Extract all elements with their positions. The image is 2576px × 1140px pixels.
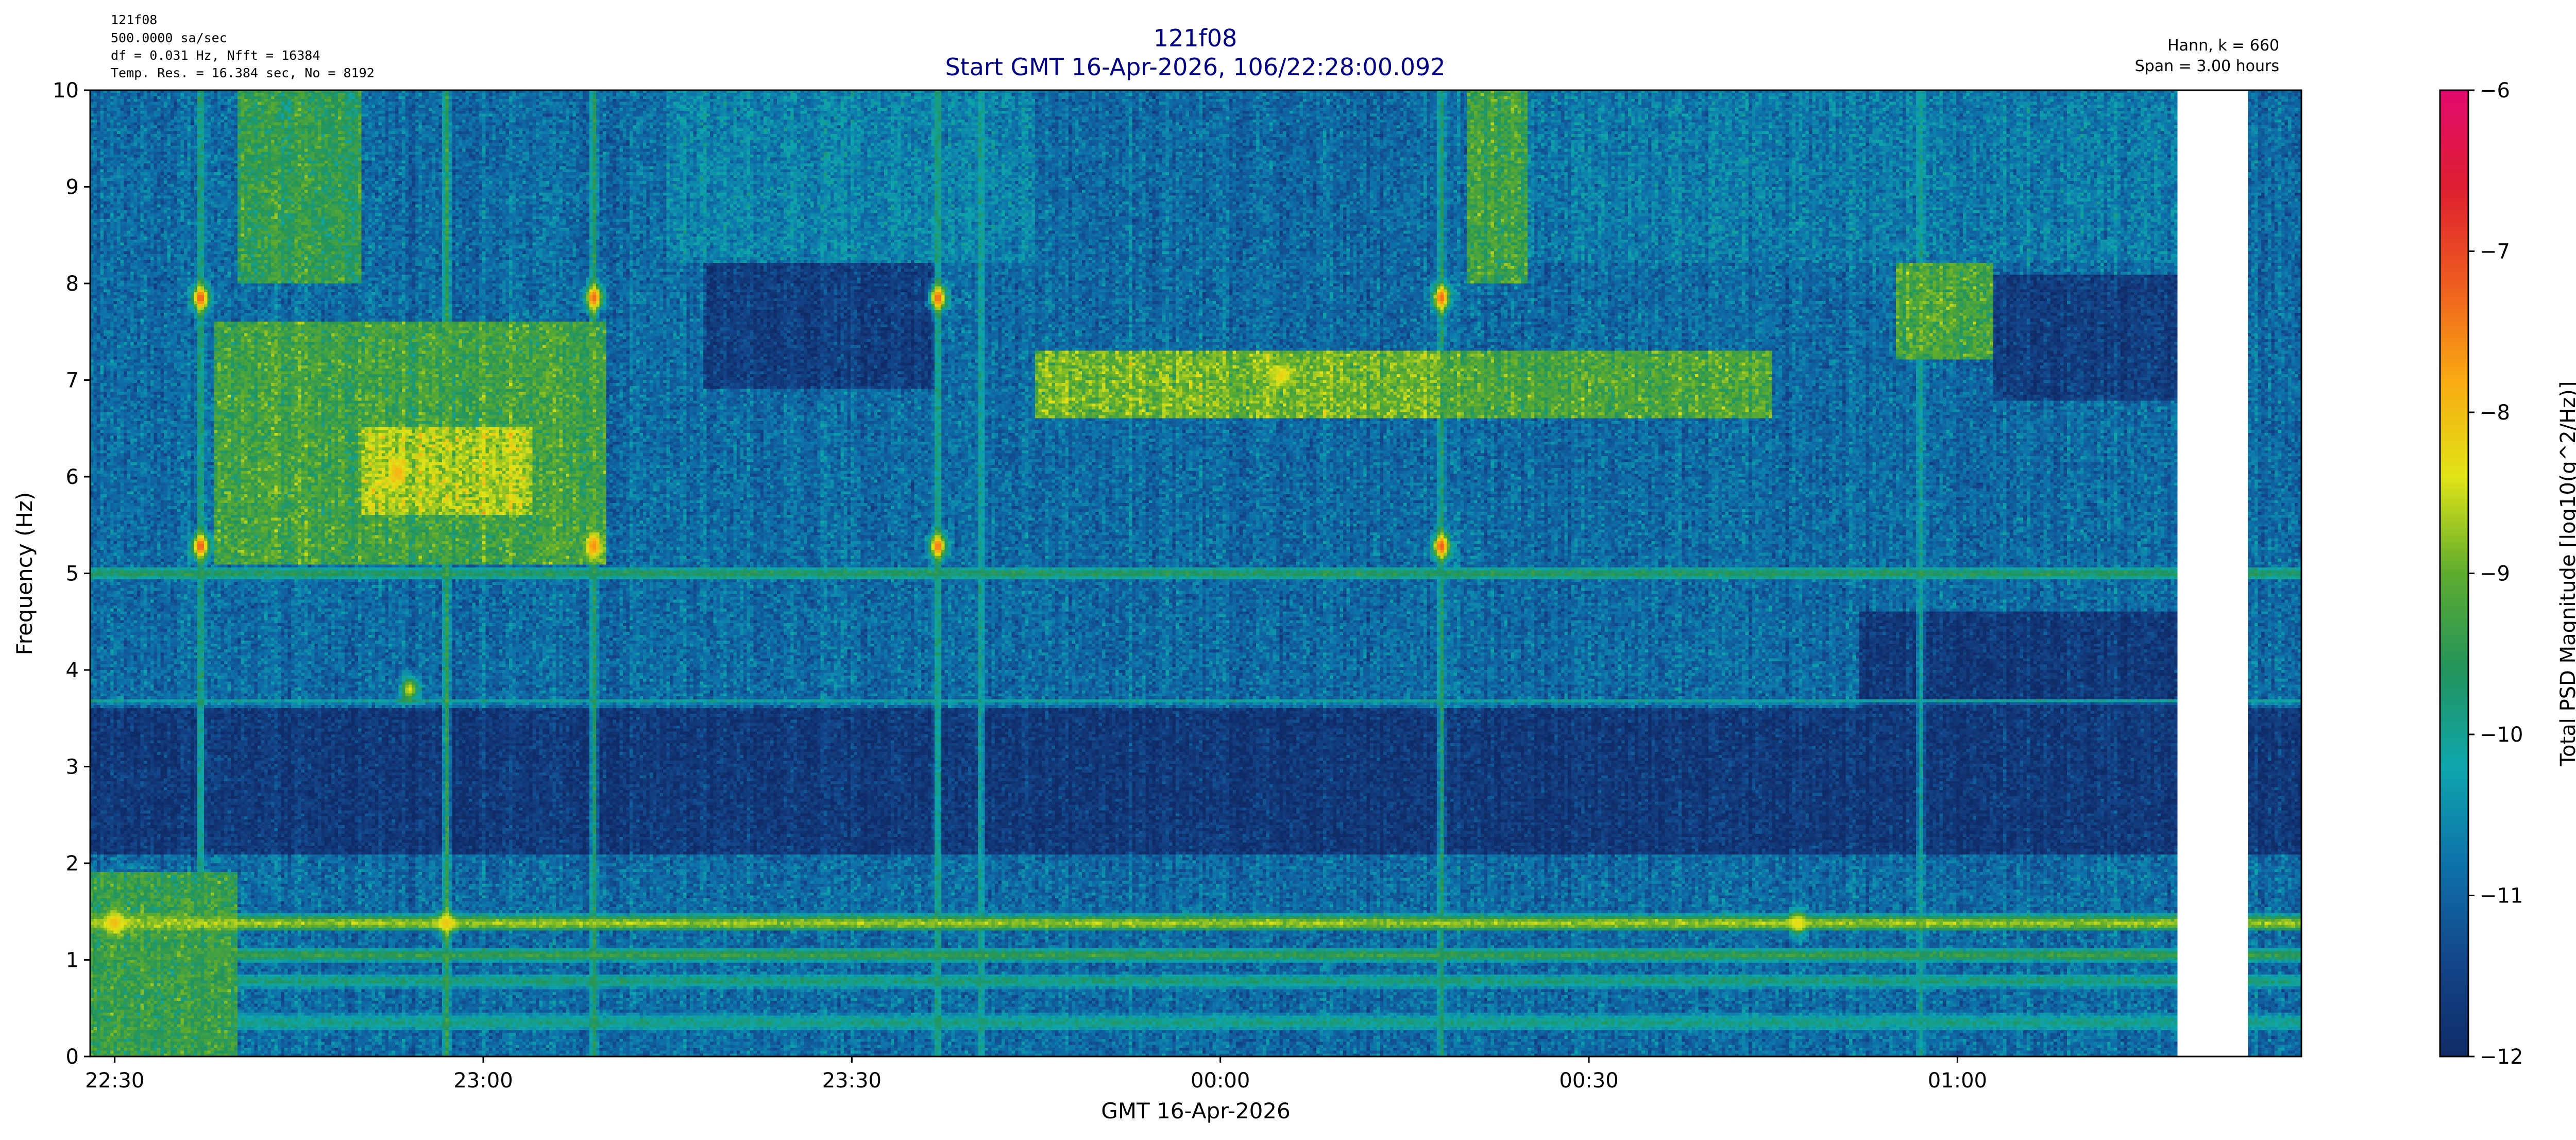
info-line-1: 121f08 <box>111 12 157 27</box>
y-tick-label: 3 <box>66 756 79 779</box>
x-tick-label: 23:00 <box>453 1069 513 1093</box>
window-info: Hann, k = 660 <box>2167 37 2279 55</box>
x-tick-label: 00:30 <box>1559 1069 1618 1093</box>
colorbar-tick-label: −7 <box>2480 240 2510 264</box>
x-tick-label: 22:30 <box>85 1069 144 1093</box>
colorbar: −12 −11 −10 −9 −8 −7 −6 <box>2439 79 2523 1069</box>
colorbar-tick-label: −9 <box>2480 562 2510 586</box>
y-tick-label: 10 <box>53 79 79 103</box>
y-tick-label: 7 <box>66 369 79 393</box>
chart-title: 121f08 <box>1154 24 1238 52</box>
y-tick-label: 9 <box>66 176 79 199</box>
x-axis: 22:30 23:00 23:30 00:00 00:30 01:00 <box>85 1057 1987 1093</box>
y-tick-label: 1 <box>66 949 79 973</box>
info-line-2: 500.0000 sa/sec <box>111 30 227 45</box>
colorbar-tick-label: −6 <box>2480 79 2510 103</box>
plot-frame <box>89 89 2302 1058</box>
spectrogram-image <box>90 90 2301 1057</box>
colorbar-tick-label: −12 <box>2480 1045 2523 1069</box>
x-axis-label: GMT 16-Apr-2026 <box>1101 1098 1290 1124</box>
colorbar-tick-label: −11 <box>2480 884 2523 908</box>
y-tick-label: 5 <box>66 562 79 586</box>
y-axis: 0 1 2 3 4 5 6 7 8 9 10 <box>53 79 90 1069</box>
span-info: Span = 3.00 hours <box>2135 57 2279 75</box>
chart-subtitle: Start GMT 16-Apr-2026, 106/22:28:00.092 <box>945 53 1445 81</box>
colorbar-tick-label: −10 <box>2480 723 2523 747</box>
spectrogram-heatmap <box>90 90 2301 1057</box>
x-tick-label: 01:00 <box>1928 1069 1987 1093</box>
info-line-4: Temp. Res. = 16.384 sec, No = 8192 <box>111 65 375 80</box>
y-axis-label: Frequency (Hz) <box>12 492 37 656</box>
y-tick-label: 8 <box>66 272 79 296</box>
y-tick-label: 4 <box>66 659 79 682</box>
y-tick-label: 0 <box>66 1045 79 1069</box>
colorbar-label: Total PSD Magnitude [log10(g^2/Hz)] <box>2556 381 2576 767</box>
y-tick-label: 6 <box>66 465 79 489</box>
colorbar-gradient <box>2439 89 2469 1058</box>
x-tick-label: 23:30 <box>822 1069 882 1093</box>
info-line-3: df = 0.031 Hz, Nfft = 16384 <box>111 48 320 63</box>
y-tick-label: 2 <box>66 852 79 876</box>
x-tick-label: 00:00 <box>1191 1069 1250 1093</box>
colorbar-tick-label: −8 <box>2480 401 2510 425</box>
